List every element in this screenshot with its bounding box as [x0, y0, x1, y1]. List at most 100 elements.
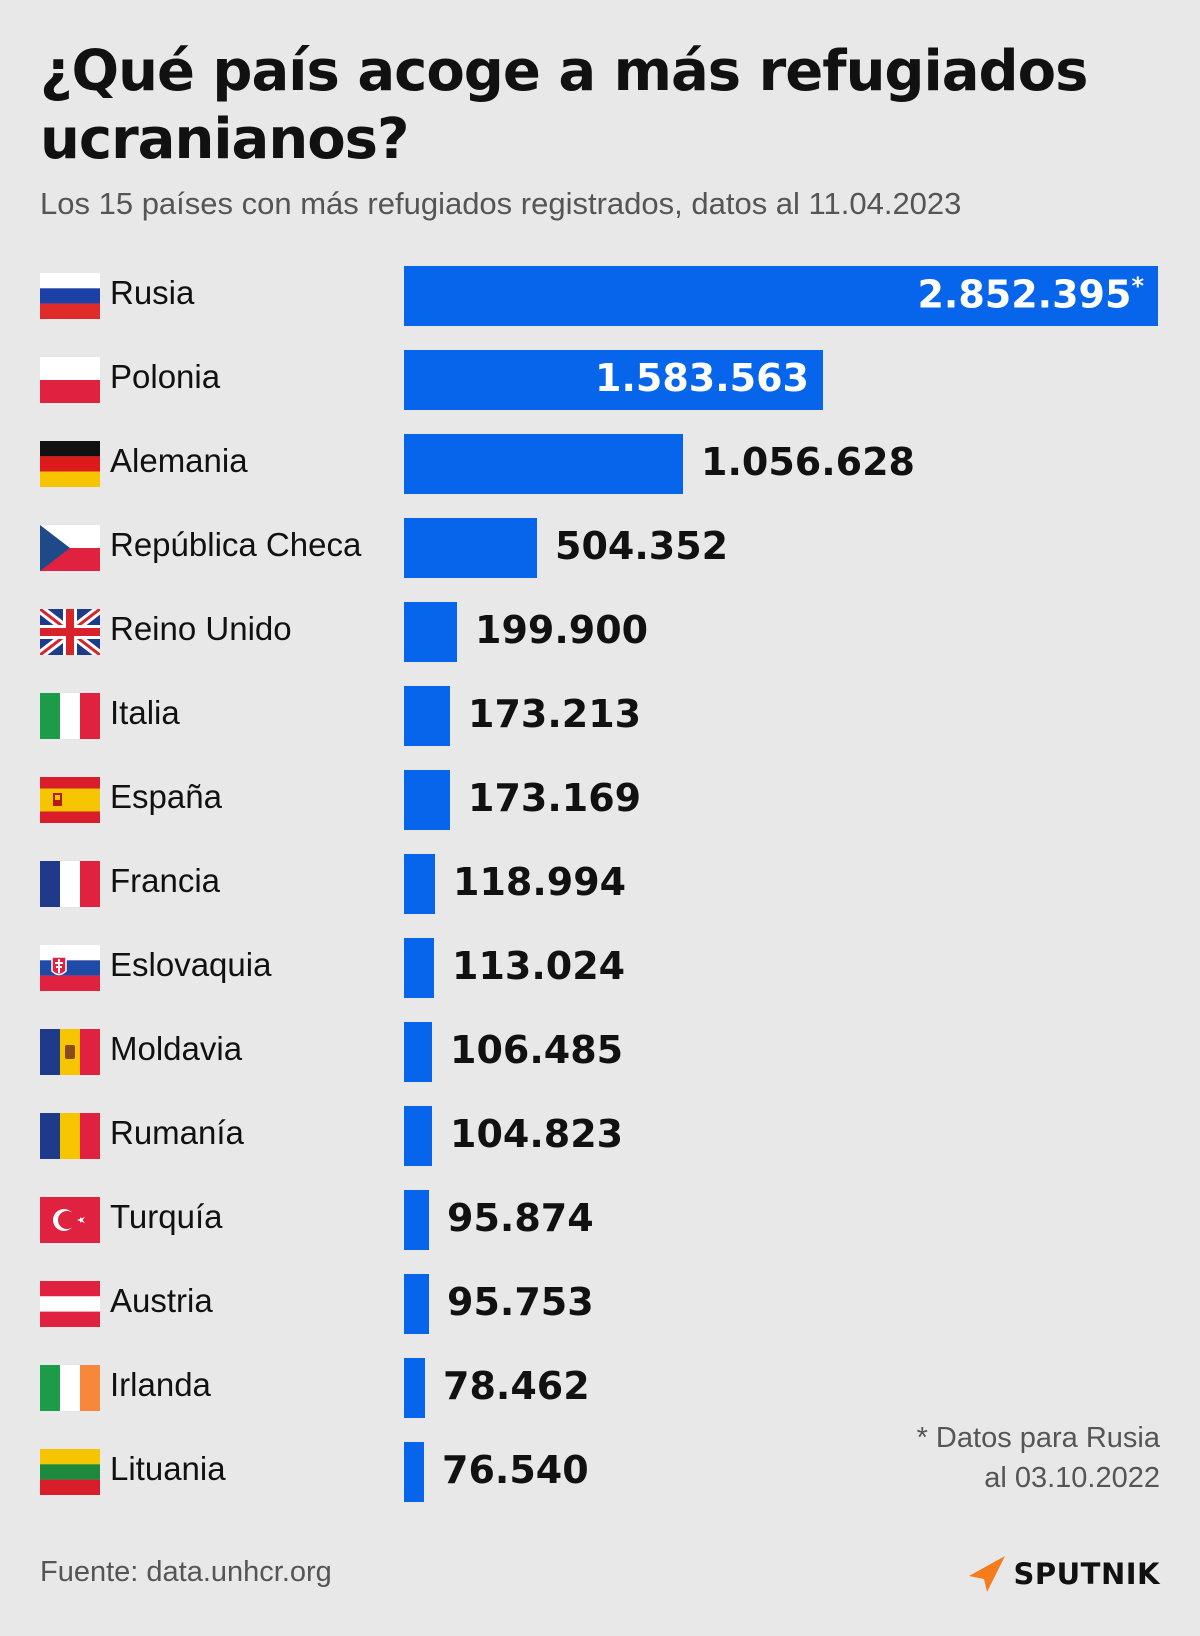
value-label: 2.852.395*: [917, 272, 1144, 317]
bar-row: Irlanda 78.462: [0, 1358, 1200, 1418]
bar-row: Rusia 2.852.395*: [0, 266, 1200, 326]
source-text: Fuente: data.unhcr.org: [40, 1556, 332, 1588]
chart-title: ¿Qué país acoge a más refugiados ucrania…: [40, 39, 1088, 172]
bar: [404, 1190, 429, 1250]
value-label: 95.753: [447, 1280, 594, 1324]
bar-row: República Checa 504.352: [0, 518, 1200, 578]
bar: [404, 770, 450, 830]
bar-row: Turquía 95.874: [0, 1190, 1200, 1250]
country-label: Francia: [110, 862, 221, 899]
country-label: Polonia: [110, 358, 221, 395]
moldova-flag-icon: [40, 1029, 100, 1075]
value-number: 113.024: [452, 944, 626, 988]
footnote-marker: *: [1131, 272, 1144, 300]
country-label: Reino Unido: [110, 610, 292, 647]
bar-row: Reino Unido 199.900: [0, 602, 1200, 662]
value-number: 78.462: [443, 1364, 590, 1408]
sputnik-logo: SPUTNIK: [967, 1552, 1160, 1596]
value-number: 95.753: [447, 1280, 594, 1324]
bar: [404, 854, 435, 914]
value-number: 504.352: [555, 524, 729, 568]
country-label: Austria: [110, 1282, 213, 1319]
italy-flag-icon: [40, 693, 100, 739]
bar: [404, 1358, 425, 1418]
bar-row: Polonia 1.583.563: [0, 350, 1200, 410]
bar-row: España 173.169: [0, 770, 1200, 830]
bar: [404, 266, 1158, 326]
romania-flag-icon: [40, 1113, 100, 1159]
bar-row: Italia 173.213: [0, 686, 1200, 746]
brand-name: SPUTNIK: [1013, 1557, 1160, 1591]
sputnik-arrow-icon: [969, 1556, 1006, 1592]
spain-flag-icon: [40, 777, 100, 823]
value-number: 1.583.563: [595, 356, 809, 400]
value-label: 78.462: [443, 1364, 590, 1408]
value-label: 118.994: [453, 860, 626, 904]
country-label: Eslovaquia: [110, 946, 272, 983]
chart-subtitle: Los 15 países con más refugiados registr…: [40, 186, 962, 221]
bar: [404, 1022, 432, 1082]
country-label: República Checa: [110, 526, 362, 563]
value-label: 76.540: [442, 1448, 589, 1492]
country-label: Turquía: [110, 1198, 223, 1235]
bar-row: Eslovaquia 113.024: [0, 938, 1200, 998]
footnote: * Datos para Rusia al 03.10.2022: [917, 1418, 1160, 1498]
country-label: Lituania: [110, 1450, 226, 1487]
country-label: Italia: [110, 694, 180, 731]
value-label: 504.352: [555, 524, 728, 568]
country-label: Irlanda: [110, 1366, 211, 1403]
turkey-flag-icon: [40, 1197, 100, 1243]
value-number: 118.994: [453, 860, 627, 904]
value-label: 173.169: [468, 776, 641, 820]
slovakia-flag-icon: [40, 945, 100, 991]
bar-row: Francia 118.994: [0, 854, 1200, 914]
country-label: Alemania: [110, 442, 248, 479]
uk-flag-icon: [40, 609, 100, 655]
lithuania-flag-icon: [40, 1449, 100, 1495]
value-label: 113.024: [452, 944, 625, 988]
value-number: 104.823: [450, 1112, 624, 1156]
value-number: 2.852.395: [917, 272, 1132, 317]
bar-row: Austria 95.753: [0, 1274, 1200, 1334]
bar: [404, 1442, 424, 1502]
bar: [404, 518, 537, 578]
bar: [404, 602, 457, 662]
value-label: 95.874: [447, 1196, 594, 1240]
footnote-line-1: * Datos para Rusia: [916, 1422, 1160, 1454]
country-label: Moldavia: [110, 1030, 243, 1067]
germany-flag-icon: [40, 441, 100, 487]
country-label: España: [110, 778, 222, 815]
bar: [404, 434, 683, 494]
bar-row: Rumanía 104.823: [0, 1106, 1200, 1166]
austria-flag-icon: [40, 1281, 100, 1327]
value-number: 199.900: [475, 608, 649, 652]
bar: [404, 1106, 432, 1166]
bar-row: Moldavia 106.485: [0, 1022, 1200, 1082]
czech-flag-icon: [40, 525, 100, 571]
bar: [404, 686, 450, 746]
value-label: 1.056.628: [701, 440, 915, 484]
value-label: 173.213: [468, 692, 641, 736]
value-label: 104.823: [450, 1112, 623, 1156]
value-label: 199.900: [475, 608, 648, 652]
footnote-line-2: al 03.10.2022: [984, 1462, 1160, 1494]
france-flag-icon: [40, 861, 100, 907]
russia-flag-icon: [40, 273, 100, 319]
ireland-flag-icon: [40, 1365, 100, 1411]
value-number: 173.213: [468, 692, 642, 736]
bar-row: Lituania 76.540: [0, 1442, 1200, 1502]
poland-flag-icon: [40, 357, 100, 403]
bar: [404, 350, 823, 410]
bar: [404, 938, 434, 998]
value-number: 76.540: [442, 1448, 589, 1492]
value-label: 1.583.563: [595, 356, 809, 400]
country-label: Rumanía: [110, 1114, 244, 1151]
bar: [404, 1274, 429, 1334]
value-number: 1.056.628: [701, 440, 915, 484]
value-label: 106.485: [450, 1028, 623, 1072]
value-number: 106.485: [450, 1028, 624, 1072]
value-number: 173.169: [468, 776, 642, 820]
bar-row: Alemania 1.056.628: [0, 434, 1200, 494]
value-number: 95.874: [447, 1196, 594, 1240]
country-label: Rusia: [110, 274, 195, 311]
